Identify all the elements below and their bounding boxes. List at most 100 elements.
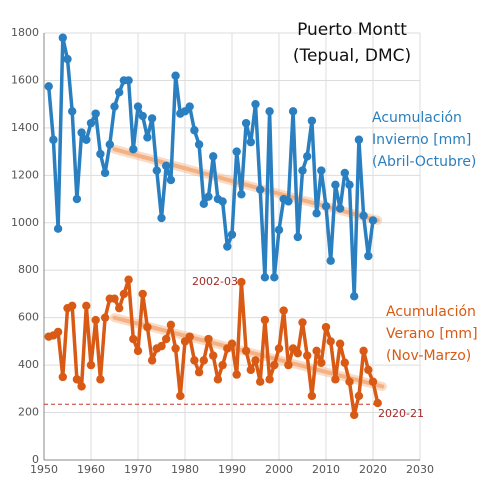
point: [53, 327, 63, 337]
point: [317, 358, 326, 367]
point: [100, 168, 110, 178]
point: [63, 54, 72, 64]
point: [213, 375, 223, 384]
point: [194, 368, 204, 377]
point: [209, 152, 218, 161]
point: [354, 135, 364, 144]
point: [340, 168, 349, 178]
point: [293, 349, 302, 358]
point: [321, 322, 331, 332]
point: [100, 313, 110, 322]
point: [354, 391, 364, 401]
point: [105, 140, 115, 149]
y-tick-label: 1400: [11, 121, 39, 134]
point: [270, 273, 279, 282]
point: [335, 204, 345, 213]
point: [129, 145, 138, 154]
y-tick-label: 1800: [11, 26, 39, 39]
point: [312, 209, 321, 218]
point: [241, 118, 251, 128]
point: [157, 213, 166, 223]
point: [364, 365, 373, 375]
point: [115, 88, 124, 97]
series-line: [46, 35, 375, 299]
point: [58, 33, 67, 42]
point: [110, 102, 119, 111]
point: [91, 315, 100, 325]
point: [82, 135, 91, 144]
point: [133, 346, 143, 356]
point: [237, 190, 246, 199]
point: [119, 289, 129, 299]
point: [359, 346, 368, 356]
point: [96, 149, 105, 159]
x-tick-label: 2020: [359, 463, 387, 476]
point: [199, 199, 208, 208]
point: [129, 334, 138, 344]
point: [72, 194, 82, 204]
point: [279, 306, 288, 315]
point: [176, 391, 185, 401]
legend-label: Invierno [mm]: [372, 132, 471, 148]
point: [260, 315, 270, 325]
y-tick-label: 200: [18, 406, 39, 419]
point: [58, 372, 67, 382]
point: [171, 71, 180, 80]
y-tick-label: 600: [18, 311, 39, 324]
legend-label: Acumulación: [372, 110, 462, 126]
y-tick-label: 800: [18, 263, 39, 276]
point: [373, 398, 382, 408]
x-tick-label: 1950: [30, 463, 58, 476]
point: [251, 99, 260, 109]
point: [68, 107, 77, 116]
point: [77, 382, 86, 391]
point: [204, 334, 213, 344]
legend-label: Acumulación: [386, 304, 476, 320]
point: [307, 391, 317, 401]
annotation: 2020-21: [378, 407, 424, 420]
point: [185, 332, 194, 341]
y-tick-label: 0: [32, 453, 39, 466]
point: [82, 301, 91, 311]
point: [166, 320, 176, 329]
point: [44, 82, 53, 91]
point: [96, 375, 105, 384]
point: [246, 137, 255, 147]
point: [143, 133, 152, 142]
point: [171, 344, 180, 353]
point: [232, 370, 241, 379]
point: [345, 180, 354, 190]
point: [124, 76, 133, 85]
annotation: 2002-03: [192, 275, 238, 288]
point: [227, 230, 237, 239]
x-tick-label: 2010: [312, 463, 340, 476]
point: [209, 351, 218, 360]
legend-label: (Nov-Marzo): [386, 348, 471, 364]
point: [368, 216, 378, 225]
point: [162, 161, 171, 171]
x-tick-label: 1990: [218, 463, 246, 476]
chart-title: Puerto Montt: [297, 20, 407, 40]
point: [166, 175, 176, 185]
y-tick-label: 1200: [11, 168, 39, 181]
point: [147, 114, 157, 123]
point: [340, 358, 349, 367]
point: [265, 375, 274, 384]
point: [133, 102, 143, 111]
y-tick-label: 400: [18, 358, 39, 371]
point: [218, 360, 227, 370]
point: [77, 128, 86, 137]
point: [317, 166, 326, 175]
point: [293, 232, 302, 242]
point: [204, 192, 213, 201]
point: [303, 351, 312, 360]
point: [256, 185, 265, 194]
x-tick-label: 1960: [77, 463, 105, 476]
point: [246, 365, 255, 375]
point: [190, 356, 199, 365]
point: [72, 375, 82, 384]
point: [199, 356, 208, 365]
point: [303, 152, 312, 161]
point: [345, 377, 354, 386]
x-tick-label: 2000: [265, 463, 293, 476]
